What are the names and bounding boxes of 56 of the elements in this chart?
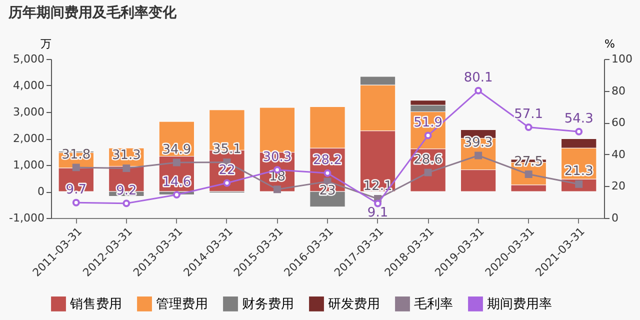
point [122,200,130,208]
point [424,168,432,176]
data-label: 21.3 [564,164,594,180]
legend-label: 期间费用率 [487,296,552,312]
point [72,164,80,172]
point [524,170,532,178]
data-label: 57.1 [514,107,544,122]
data-label: 30.3 [262,150,292,165]
legend-label: 财务费用 [242,296,294,312]
y-tick-label: 5,000 [13,52,44,66]
data-label: 54.3 [564,112,594,127]
legend-label: 研发费用 [328,296,380,312]
point [122,164,130,172]
point [474,86,482,94]
point [273,186,281,194]
y2-tick-label: 80 [612,84,626,98]
data-label: 28.2 [313,153,342,168]
data-label: 31.3 [112,148,141,164]
data-label: 12.1 [363,178,392,194]
y2-axis-title: % [604,38,615,50]
y2-tick-label: 0 [612,212,618,224]
y-tick-label: -1,000 [9,212,44,224]
point [172,158,180,166]
data-label: 28.6 [414,152,443,168]
point [575,180,583,188]
chart-title: 历年期间费用及毛利率变化 [8,4,178,21]
data-label: 34.9 [162,142,192,158]
legend-label: 管理费用 [156,296,208,312]
data-label: 14.6 [162,174,192,190]
y2-tick-label: 60 [612,116,626,130]
y2-tick-label: 40 [612,148,626,161]
point [172,191,180,199]
y-tick-label: 0 [38,185,44,198]
legend-label: 毛利率 [414,296,453,312]
data-label: 23 [319,183,336,198]
y-axis-title: 万 [40,38,52,50]
y-tick-label: 2,000 [13,132,44,145]
y2-tick-label: 100 [612,52,632,66]
data-label: 39.3 [464,136,493,151]
legend-label: 销售费用 [69,296,122,312]
point [424,132,432,140]
data-label: 51.9 [414,115,443,130]
point [474,152,482,160]
y-tick-label: 4,000 [13,79,44,92]
point [575,128,583,136]
point [324,169,332,177]
point [524,123,532,131]
point [223,179,231,187]
y-tick-label: 3,000 [13,106,44,118]
y2-tick-label: 20 [612,180,626,193]
data-label: 9.1 [367,206,388,221]
data-label: 80.1 [464,70,493,86]
data-label: 22 [218,163,236,178]
data-label: 9.2 [116,183,137,198]
y-tick-label: 1,000 [13,158,44,172]
point [72,198,80,206]
